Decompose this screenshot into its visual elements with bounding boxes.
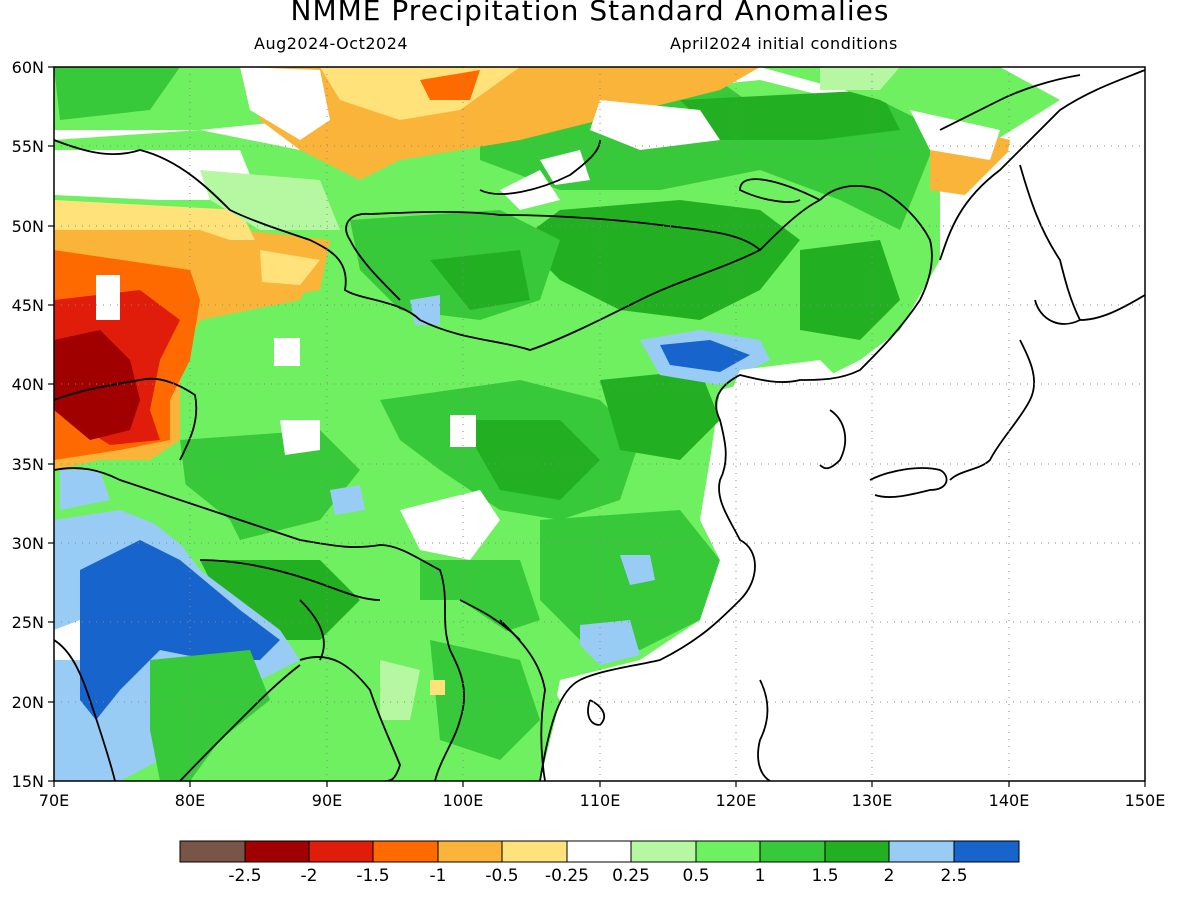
lon-label: 80E [175,791,205,810]
coastlines [54,69,1145,781]
lon-label: 70E [39,791,69,810]
colorbar-swatch [373,841,438,862]
lon-label: 90E [312,791,342,810]
colorbar-label: -2.5 [228,866,261,886]
colorbar: -2.5 -2 -1.5 -1 -0.5 -0.25 0.25 0.5 1 1.… [179,840,1020,886]
lon-label: 150E [1125,791,1166,810]
lat-label: 25N [12,613,44,632]
colorbar-label: 0.5 [682,866,709,886]
valid-period: Aug2024-Oct2024 [254,34,409,53]
colorbar-label: 1.5 [811,866,838,886]
colorbar-swatch [954,841,1019,862]
colorbar-swatch [180,841,245,862]
colorbar-label: 2.5 [940,866,967,886]
colorbar-swatch [245,841,309,862]
lon-label: 120E [716,791,757,810]
colorbar-label: -2 [301,866,318,886]
colorbar-swatch [567,841,631,862]
colorbar-label: 1 [755,866,766,886]
lat-label: 55N [12,137,44,156]
lon-label: 140E [989,791,1030,810]
lat-label: 30N [12,534,44,553]
colorbar-label: -0.25 [545,866,589,886]
colorbar-label: 2 [884,866,895,886]
lat-labels: 60N 55N 50N 45N 40N 35N 30N 25N 20N 15N [12,58,44,791]
lat-label: 60N [12,58,44,77]
colorbar-swatch [438,841,502,862]
graticule [54,67,1145,781]
colorbar-swatch [696,841,760,862]
initial-conditions: April2024 initial conditions [670,34,898,53]
lat-label: 35N [12,455,44,474]
colorbar-swatch [760,841,825,862]
colorbar-swatch [631,841,696,862]
lon-label: 130E [852,791,893,810]
colorbar-swatch [825,841,889,862]
colorbar-label: -1.5 [356,866,389,886]
map-title: NMME Precipitation Standard Anomalies [290,0,890,27]
colorbar-label: -0.5 [485,866,518,886]
lat-label: 40N [12,375,44,394]
colorbar-swatch [309,841,373,862]
lon-label: 100E [443,791,484,810]
colorbar-swatch [502,841,567,862]
colorbar-label: -1 [430,866,447,886]
lon-labels: 70E 80E 90E 100E 110E 120E 130E 140E 150… [39,791,1166,810]
colorbar-label: 0.25 [612,866,650,886]
lat-label: 45N [12,296,44,315]
lat-label: 15N [12,772,44,791]
lat-label: 20N [12,693,44,712]
anomaly-field [54,67,1145,781]
lat-label: 50N [12,217,44,236]
colorbar-swatch [889,841,954,862]
lon-label: 110E [580,791,621,810]
tick-marks [48,66,1146,787]
